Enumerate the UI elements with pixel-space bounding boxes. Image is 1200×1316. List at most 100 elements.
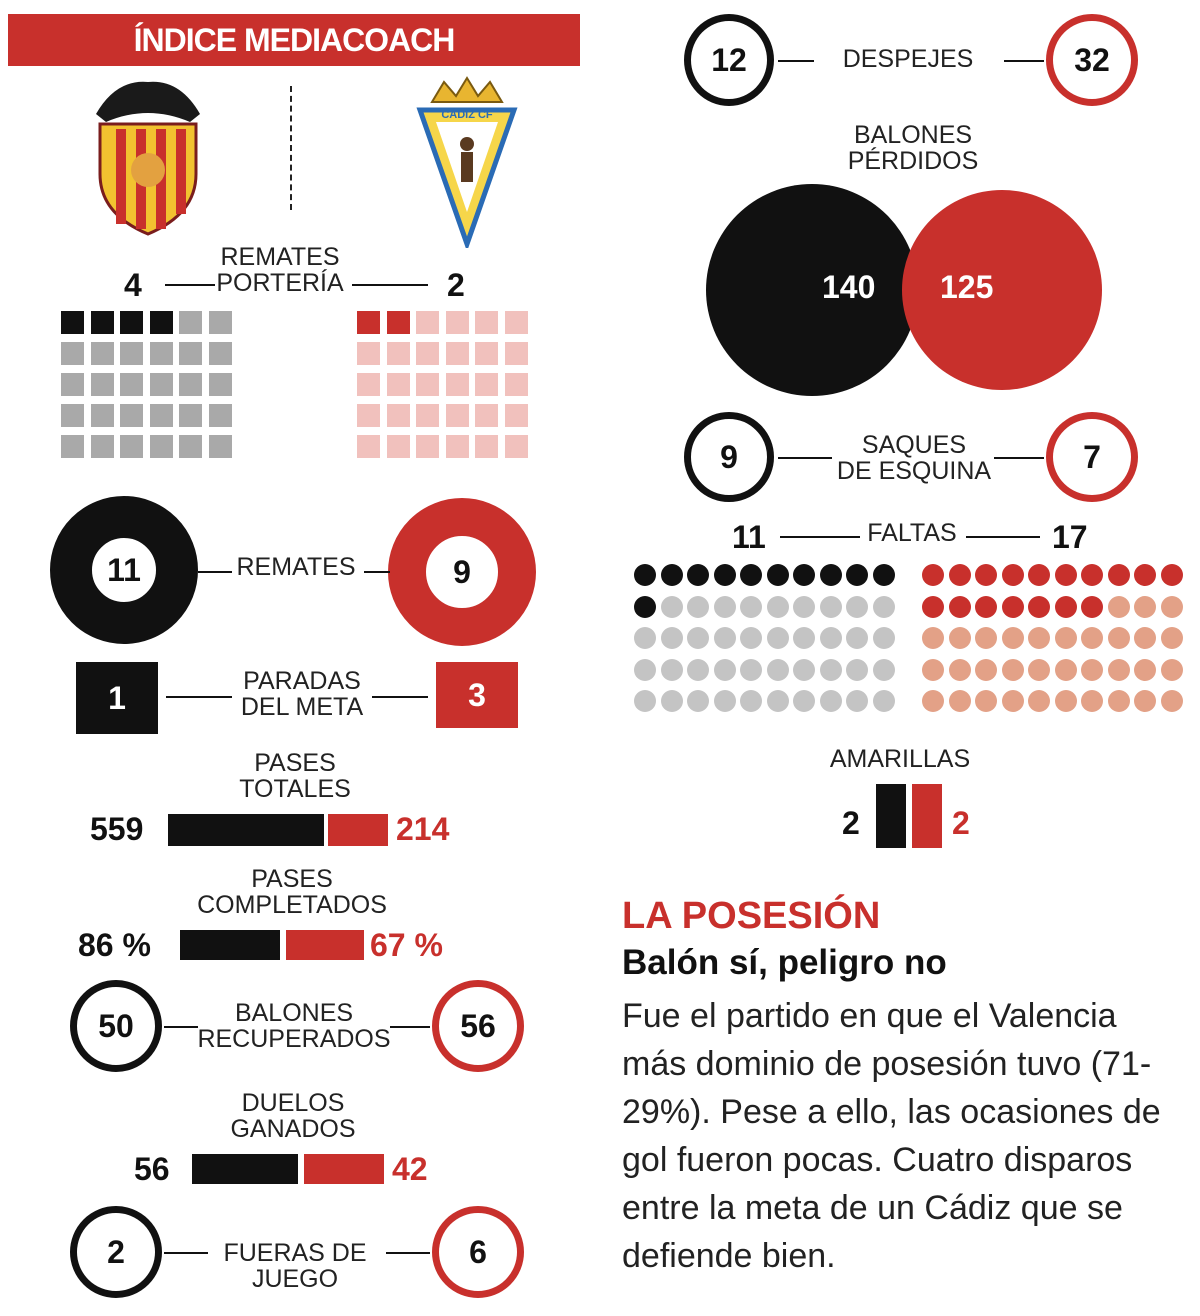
foul-dot [660, 564, 683, 586]
foul-dot [948, 595, 971, 618]
connector-line [166, 696, 232, 698]
foul-dot [975, 595, 997, 618]
foul-dot [1107, 595, 1130, 618]
balones-perdidos-home-circle [706, 184, 918, 396]
foul-dot [687, 564, 709, 586]
saques-esquina-home: 9 [684, 412, 774, 502]
foul-dot [1160, 690, 1183, 712]
connector-line [372, 696, 428, 698]
remates-away-value: 9 [453, 553, 471, 590]
shot-on-target-square [504, 311, 528, 334]
foul-dot [660, 595, 683, 618]
foul-dot [1081, 564, 1103, 586]
duelos-label: DUELOS GANADOS [230, 1089, 356, 1143]
foul-dot [766, 595, 789, 618]
shot-on-target-square [120, 435, 143, 458]
foul-dot [740, 690, 762, 712]
foul-dot [872, 627, 895, 649]
despejes-label: DESPEJES [842, 45, 974, 73]
connector-line [1004, 60, 1044, 62]
shot-on-target-square [445, 311, 469, 334]
shot-on-target-square [357, 342, 380, 365]
connector-line [386, 1252, 430, 1254]
shot-on-target-square [386, 342, 410, 365]
foul-dot [1001, 564, 1024, 586]
foul-dot [1081, 690, 1103, 712]
foul-dot [1160, 564, 1183, 586]
cadiz-crest-icon: CÁDIZ CF [414, 72, 520, 252]
foul-dot [922, 595, 944, 618]
shot-on-target-square [475, 404, 498, 427]
shot-on-target-square [386, 435, 410, 458]
paradas-away-box: 3 [436, 662, 518, 728]
foul-dot [1001, 595, 1024, 618]
foul-dot [1107, 658, 1130, 681]
paradas-home-box: 1 [76, 662, 158, 734]
shot-on-target-square [504, 373, 528, 396]
faltas-home: 11 [732, 519, 766, 555]
foul-dot [975, 690, 997, 712]
foul-dot [713, 658, 736, 681]
shot-on-target-square [61, 435, 84, 458]
saques-esquina-label: SAQUES DE ESQUINA [836, 431, 992, 485]
foul-dot [1054, 595, 1077, 618]
foul-dot [793, 690, 815, 712]
shot-on-target-square [61, 373, 84, 396]
duelos-home: 56 [134, 1151, 170, 1187]
posesion-subheading: Balón sí, peligro no [622, 943, 947, 982]
foul-dot [1028, 627, 1050, 649]
posesion-body: Fue el partido en que el Valencia más do… [622, 997, 1161, 1275]
shot-on-target-square [208, 342, 232, 365]
shot-on-target-square [386, 404, 410, 427]
paradas-label: PARADAS DEL META [240, 667, 364, 721]
shot-on-target-square [416, 373, 439, 396]
connector-line [780, 536, 860, 538]
foul-dot [948, 690, 971, 712]
connector-line [198, 571, 232, 573]
foul-dot [922, 658, 944, 681]
foul-dot [1134, 564, 1156, 586]
connector-line [778, 457, 832, 459]
connector-line [164, 1026, 198, 1028]
shot-on-target-square [208, 435, 232, 458]
shot-on-target-square [61, 311, 84, 334]
shot-on-target-square [475, 373, 498, 396]
amarillas-home-card [876, 784, 906, 848]
connector-line [390, 1026, 430, 1028]
remates-home-value: 11 [107, 551, 141, 588]
balones-perdidos-away-value: 125 [940, 269, 994, 305]
shot-on-target-square [445, 373, 469, 396]
shot-on-target-square [90, 373, 114, 396]
pases-completados-home: 86 % [78, 927, 151, 963]
foul-dot [948, 658, 971, 681]
valencia-crest-icon [86, 74, 210, 236]
foul-dot [1160, 658, 1183, 681]
remates-porteria-label: REMATES PORTERÍA [216, 243, 344, 297]
saques-esquina-away: 7 [1046, 412, 1138, 502]
pases-completados-away: 67 % [370, 927, 443, 963]
foul-dot [1134, 595, 1156, 618]
shot-on-target-square [416, 435, 439, 458]
pases-totales-home: 559 [90, 811, 144, 847]
shot-on-target-square [149, 404, 173, 427]
pases-totales-away: 214 [396, 811, 450, 847]
foul-dot [766, 690, 789, 712]
shot-on-target-square [90, 435, 114, 458]
foul-dot [1107, 690, 1130, 712]
foul-dot [1081, 658, 1103, 681]
shot-on-target-square [475, 311, 498, 334]
pases-totales-label: PASES TOTALES [239, 749, 351, 803]
connector-line [994, 457, 1044, 459]
foul-dot [872, 595, 895, 618]
shot-on-target-square [357, 373, 380, 396]
foul-dot [819, 658, 842, 681]
shot-on-target-square [149, 311, 173, 334]
shot-on-target-square [120, 311, 143, 334]
foul-dot [687, 595, 709, 618]
connector-line [164, 1252, 208, 1254]
shot-on-target-square [445, 435, 469, 458]
shot-on-target-square [90, 342, 114, 365]
foul-dot [1028, 595, 1050, 618]
despejes-home: 12 [684, 14, 774, 106]
balones-recuperados-away: 56 [432, 980, 524, 1072]
